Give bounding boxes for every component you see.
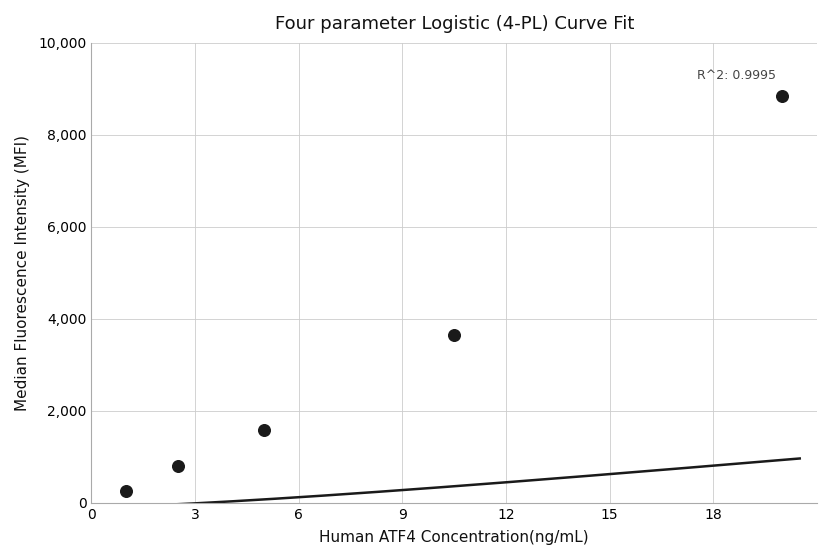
X-axis label: Human ATF4 Concentration(ng/mL): Human ATF4 Concentration(ng/mL)	[319, 530, 589, 545]
Point	[775, 91, 789, 100]
Y-axis label: Median Fluorescence Intensity (MFI): Median Fluorescence Intensity (MFI)	[15, 135, 30, 411]
Point	[448, 330, 461, 339]
Title: Four parameter Logistic (4-PL) Curve Fit: Four parameter Logistic (4-PL) Curve Fit	[275, 15, 634, 33]
Text: R^2: 0.9995: R^2: 0.9995	[696, 69, 775, 82]
Point	[171, 461, 185, 470]
Point	[258, 426, 271, 435]
Point	[119, 487, 132, 496]
